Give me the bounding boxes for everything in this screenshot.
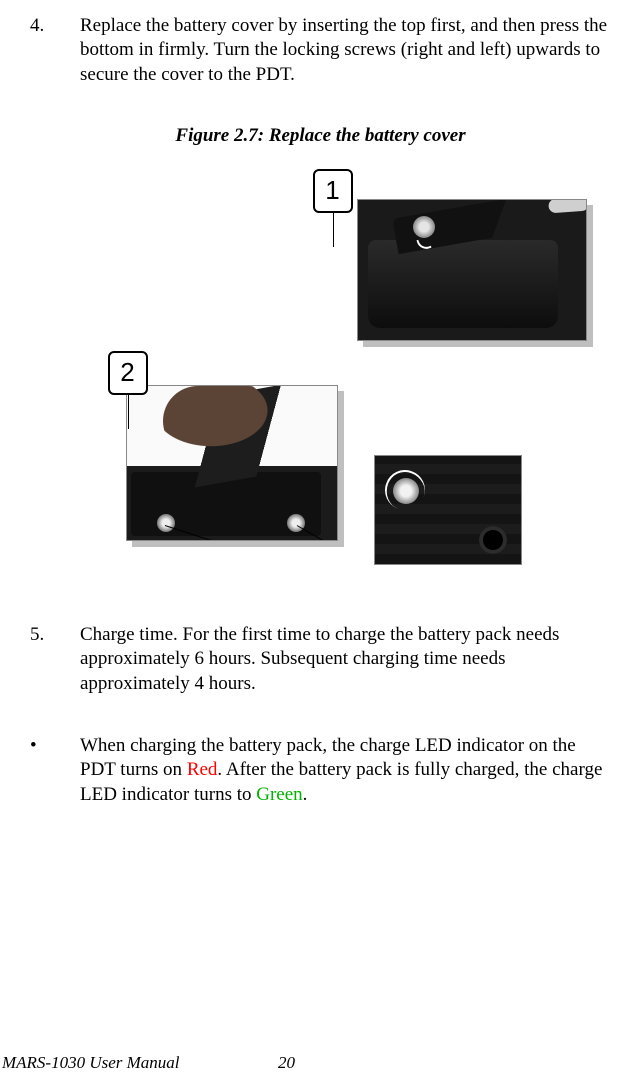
footer-page-number: 20 xyxy=(278,1053,295,1073)
image-photo xyxy=(126,385,338,541)
figure-caption: Figure 2.7: Replace the battery cover xyxy=(30,125,611,147)
callout-1-label: 1 xyxy=(325,175,339,206)
page-content: 4. Replace the battery cover by insertin… xyxy=(0,14,623,807)
step-5-marker: 5. xyxy=(30,623,80,696)
step-4-text: Replace the battery cover by inserting t… xyxy=(80,14,611,87)
figure-2-7: 1 2 xyxy=(30,179,611,563)
footer-title: MARS-1030 User Manual xyxy=(2,1053,180,1073)
callout-2: 2 xyxy=(108,351,148,395)
bullet-text: When charging the battery pack, the char… xyxy=(80,734,611,807)
bullet-charging: • When charging the battery pack, the ch… xyxy=(30,734,611,807)
figure-image-1 xyxy=(357,199,587,341)
step-4: 4. Replace the battery cover by insertin… xyxy=(30,14,611,87)
figure-image-3 xyxy=(374,455,522,565)
text-red: Red xyxy=(187,759,218,780)
figure-row-2: 2 xyxy=(96,351,506,563)
text-green: Green xyxy=(256,784,302,805)
callout-2-label: 2 xyxy=(120,357,134,388)
image-photo xyxy=(357,199,587,341)
bullet-post: . xyxy=(303,784,308,805)
step-5: 5. Charge time. For the first time to ch… xyxy=(30,623,611,696)
callout-1: 1 xyxy=(313,169,353,213)
step-5-text: Charge time. For the first time to charg… xyxy=(80,623,611,696)
step-4-marker: 4. xyxy=(30,14,80,87)
callout-1-line xyxy=(333,213,334,247)
bullet-marker: • xyxy=(30,734,80,807)
callout-2-line xyxy=(128,395,129,429)
figure-image-2 xyxy=(126,385,338,541)
image-photo xyxy=(374,455,522,565)
